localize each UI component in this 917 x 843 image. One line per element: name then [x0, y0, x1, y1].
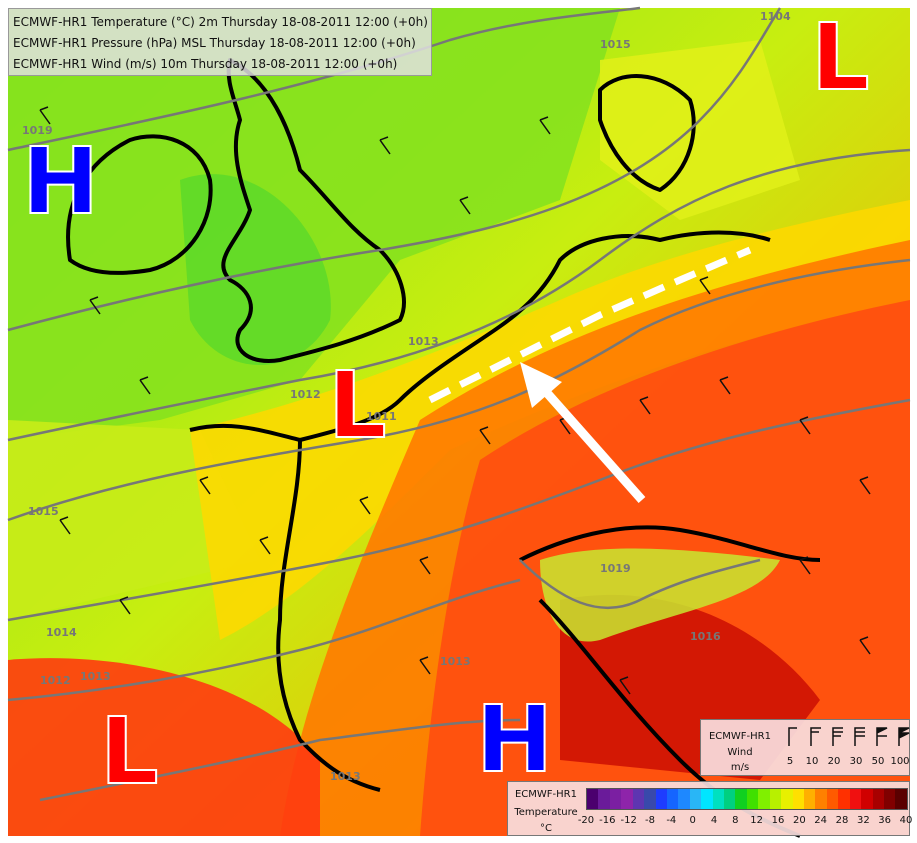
isobars: [7, 6, 911, 802]
temp-tick-label: 24: [814, 815, 828, 826]
wind-value: 100: [890, 756, 910, 767]
colorbar-swatch: [883, 789, 896, 809]
title-temperature: ECMWF-HR1 Temperature (°C) 2m Thursday 1…: [13, 15, 428, 29]
wind-legend-barbs: [783, 724, 915, 748]
wind-legend-values: 5 10 20 30 50 100: [779, 756, 911, 767]
isobar-label: 1012: [290, 388, 321, 401]
wind-value: 20: [827, 756, 841, 767]
colorbar-swatch: [587, 789, 599, 809]
wind-legend-unit: m/s: [730, 762, 750, 773]
isobar-label: 1014: [46, 626, 77, 639]
colorbar-swatch: [724, 789, 736, 809]
temp-tick-label: -20: [577, 815, 595, 826]
temp-legend-unit: °C: [540, 823, 552, 834]
map-title-box: ECMWF-HR1 Temperature (°C) 2m Thursday 1…: [8, 8, 432, 76]
temperature-colorbar: [586, 788, 908, 810]
warm-front-line: [428, 246, 752, 404]
colorbar-swatch: [609, 789, 622, 809]
colorbar-swatch: [632, 789, 645, 809]
wind-value: 50: [871, 756, 885, 767]
temp-tick-label: -16: [599, 815, 616, 826]
isobar-label-group: 1019 1013 1012 1011 1015 1014 1012 1013 …: [22, 10, 791, 783]
isobar-label: 1015: [600, 38, 631, 51]
colorbar-swatch: [781, 789, 793, 809]
wind-legend-model: ECMWF-HR1: [708, 731, 771, 742]
temp-tick-label: 36: [878, 815, 892, 826]
isobar-label: 1013: [330, 770, 361, 783]
coastlines: [66, 58, 821, 838]
wind-value: 10: [805, 756, 819, 767]
colorbar-swatch: [598, 789, 610, 809]
colorbar-swatch: [849, 789, 862, 809]
isobar-label: 1019: [600, 562, 631, 575]
temp-tick-label: 0: [689, 815, 696, 826]
colorbar-swatch: [895, 789, 907, 809]
temp-tick-label: 40: [899, 815, 913, 826]
title-wind: ECMWF-HR1 Wind (m/s) 10m Thursday 18-08-…: [13, 57, 398, 71]
title-pressure: ECMWF-HR1 Pressure (hPa) MSL Thursday 18…: [13, 36, 416, 50]
low-pressure-center: L: [327, 352, 388, 459]
isobar-label: 1015: [28, 505, 59, 518]
colorbar-swatch: [769, 789, 782, 809]
isobar-label: 1011: [366, 410, 397, 423]
temperature-legend: ECMWF-HR1 Temperature °C -20 -16 -12 -8 -4 0 4…: [507, 781, 912, 836]
colorbar-swatch: [872, 789, 884, 809]
isobar-label: 1013: [408, 335, 439, 348]
temp-tick-label: -12: [620, 815, 637, 826]
colorbar-swatch: [815, 789, 827, 809]
isobar-label: 1013: [440, 655, 471, 668]
low-pressure-center: L: [99, 698, 160, 805]
colorbar-swatch: [758, 789, 770, 809]
colorbar-swatch: [689, 789, 702, 809]
direction-arrow: [520, 362, 646, 503]
temp-tick-label: 16: [771, 815, 785, 826]
low-pressure-center: L: [810, 4, 871, 111]
colorbar-swatch: [644, 789, 656, 809]
isobar-label: 1019: [22, 124, 53, 137]
colorbar-swatch: [735, 789, 747, 809]
temp-tick-label: -4: [666, 815, 677, 826]
isobar-label: 1104: [760, 10, 791, 23]
wind-legend-name: Wind: [727, 747, 753, 758]
wind-value: 5: [786, 756, 794, 767]
temp-tick-label: 20: [792, 815, 806, 826]
colorbar-swatch: [804, 789, 816, 809]
temp-legend-name: Temperature: [514, 807, 578, 818]
isobar-label: 1012: [40, 674, 71, 687]
colorbar-swatch: [712, 789, 725, 809]
temp-tick-label: 4: [710, 815, 718, 826]
temp-tick-label: 28: [835, 815, 849, 826]
high-pressure-center: H: [475, 686, 554, 793]
wind-legend: ECMWF-HR1 Wind m/s 5 10 20 30 50 100: [700, 719, 910, 776]
colorbar-swatch: [746, 789, 759, 809]
colorbar-swatch: [826, 789, 839, 809]
wind-value: 30: [849, 756, 863, 767]
high-pressure-center: H: [21, 128, 100, 235]
colorbar-swatch: [655, 789, 667, 809]
colorbar-swatch: [666, 789, 679, 809]
isobar-label: 1016: [690, 630, 721, 643]
temp-tick-label: 8: [732, 815, 739, 826]
temp-tick-label: 12: [750, 815, 764, 826]
colorbar-swatch: [792, 789, 805, 809]
colorbar-swatch: [701, 789, 713, 809]
colorbar-swatch: [621, 789, 633, 809]
isobar-label: 1013: [80, 670, 111, 683]
colorbar-swatch: [678, 789, 690, 809]
temp-tick-label: -8: [645, 815, 655, 826]
temp-legend-model: ECMWF-HR1: [514, 789, 577, 800]
colorbar-swatch: [861, 789, 873, 809]
colorbar-swatch: [838, 789, 850, 809]
temp-tick-label: 32: [856, 815, 870, 826]
wind-barbs: [39, 106, 871, 695]
